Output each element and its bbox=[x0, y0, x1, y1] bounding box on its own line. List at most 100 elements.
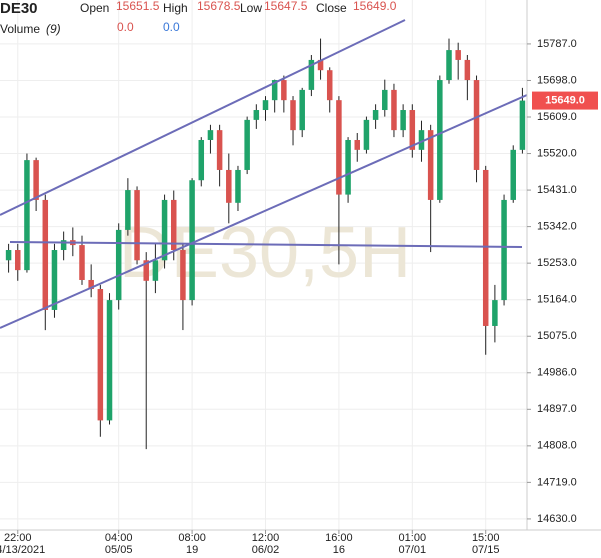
x-tick-sublabel: 04/13/2021 bbox=[0, 544, 45, 556]
volume-label: Volume bbox=[0, 22, 40, 36]
symbol-title: DE30 bbox=[0, 0, 38, 17]
candle-body bbox=[363, 119, 370, 150]
y-tick-label: 15609.0 bbox=[537, 111, 577, 123]
candle-body bbox=[501, 199, 507, 301]
candle-body bbox=[299, 89, 305, 131]
x-tick-label: 01:00 bbox=[399, 532, 427, 544]
x-tick-sublabel: 19 bbox=[186, 544, 198, 556]
legend-label: Open bbox=[80, 1, 109, 15]
volume-value: 0.0 bbox=[163, 20, 180, 34]
x-tick-sublabel: 16 bbox=[333, 544, 345, 556]
y-tick-label: 14719.0 bbox=[537, 476, 577, 488]
candle-body bbox=[409, 110, 416, 150]
candle-body bbox=[317, 59, 324, 71]
last-price-label: 15649.0 bbox=[545, 94, 585, 106]
candle-body bbox=[290, 100, 296, 131]
legend-value: 15649.0 bbox=[353, 0, 397, 13]
candle-body bbox=[60, 240, 67, 251]
trend-line bbox=[0, 19, 406, 216]
y-tick-label: 15253.0 bbox=[537, 257, 577, 269]
x-tick-label: 04:00 bbox=[105, 532, 133, 544]
legend-label: Close bbox=[316, 1, 347, 15]
candle-body bbox=[427, 130, 434, 200]
volume-period: (9) bbox=[46, 22, 61, 36]
candle-body bbox=[354, 139, 361, 150]
candle-body bbox=[152, 260, 159, 281]
y-tick-label: 14897.0 bbox=[537, 403, 577, 415]
candle-body bbox=[97, 289, 104, 421]
last-price-tag bbox=[532, 91, 598, 110]
y-tick-label: 15431.0 bbox=[537, 184, 577, 196]
y-tick-label: 15787.0 bbox=[537, 38, 577, 50]
candle-body bbox=[464, 59, 471, 81]
candle-body bbox=[308, 59, 315, 90]
legend-value: 15678.5 bbox=[197, 0, 241, 13]
legend-label: Low bbox=[240, 1, 262, 15]
candle-body bbox=[180, 250, 186, 301]
y-tick-label: 15698.0 bbox=[537, 74, 577, 86]
candle-body bbox=[88, 279, 94, 290]
x-tick-sublabel: 07/01 bbox=[399, 544, 427, 556]
candle-body bbox=[326, 70, 333, 101]
candle-body bbox=[418, 130, 425, 150]
candle-body bbox=[336, 100, 342, 195]
x-tick-sublabel: 05/05 bbox=[105, 544, 133, 556]
candle-body bbox=[345, 139, 351, 195]
candle-body bbox=[455, 50, 461, 60]
candle-body bbox=[446, 50, 452, 81]
x-tick-label: 22:00 bbox=[4, 532, 32, 544]
trend-line bbox=[0, 94, 528, 329]
candle-body bbox=[382, 89, 388, 111]
x-tick-label: 12:00 bbox=[252, 532, 280, 544]
candle-body bbox=[5, 250, 12, 261]
candle-body bbox=[235, 169, 241, 203]
candle-body bbox=[510, 149, 516, 200]
candle-body bbox=[143, 260, 149, 281]
legend-label: High bbox=[163, 1, 188, 15]
candle-body bbox=[198, 139, 205, 181]
candle-body bbox=[437, 80, 443, 200]
y-tick-label: 14630.0 bbox=[537, 513, 577, 525]
candle-body bbox=[33, 160, 39, 200]
x-tick-label: 16:00 bbox=[325, 532, 353, 544]
candle-body bbox=[216, 130, 223, 170]
axes: 15787.0 15698.0 15609.0 15520.0 15431.0 15342… bbox=[0, 38, 598, 556]
volume-value: 0.0 bbox=[117, 20, 134, 34]
candle-body bbox=[170, 199, 177, 251]
candle-body bbox=[244, 119, 250, 170]
candle-body bbox=[482, 169, 489, 326]
candle-body bbox=[115, 229, 122, 301]
x-tick-label: 15:00 bbox=[472, 532, 500, 544]
x-tick-sublabel: 07/15 bbox=[472, 544, 500, 556]
candle-body bbox=[281, 80, 287, 101]
candle-body bbox=[79, 245, 85, 280]
candle-body bbox=[207, 130, 214, 140]
legend-value: 15651.5 bbox=[116, 0, 160, 13]
candle-body bbox=[253, 110, 260, 120]
candle-body bbox=[262, 100, 269, 111]
legend-value: 15647.5 bbox=[264, 0, 308, 13]
candle-body bbox=[519, 100, 526, 150]
y-tick-label: 15342.0 bbox=[537, 221, 577, 233]
y-tick-label: 15164.0 bbox=[537, 294, 577, 306]
candles bbox=[5, 38, 526, 450]
y-tick-label: 15075.0 bbox=[537, 330, 577, 342]
candle-body bbox=[42, 199, 49, 310]
y-tick-label: 14986.0 bbox=[537, 367, 577, 379]
candle-body bbox=[106, 300, 113, 421]
y-tick-label: 14808.0 bbox=[537, 440, 577, 452]
candle-body bbox=[226, 169, 232, 203]
candle-body bbox=[134, 190, 140, 261]
candle-body bbox=[189, 180, 195, 301]
candle-body bbox=[24, 160, 30, 271]
y-tick-label: 15520.0 bbox=[537, 147, 577, 159]
candle-body bbox=[372, 110, 379, 120]
candle-body bbox=[391, 89, 397, 131]
candle-body bbox=[473, 80, 480, 170]
candle-body bbox=[400, 110, 406, 131]
candle-body bbox=[161, 199, 168, 261]
candle-body bbox=[271, 80, 278, 101]
candle-body bbox=[492, 300, 498, 326]
candle-body bbox=[125, 190, 131, 230]
